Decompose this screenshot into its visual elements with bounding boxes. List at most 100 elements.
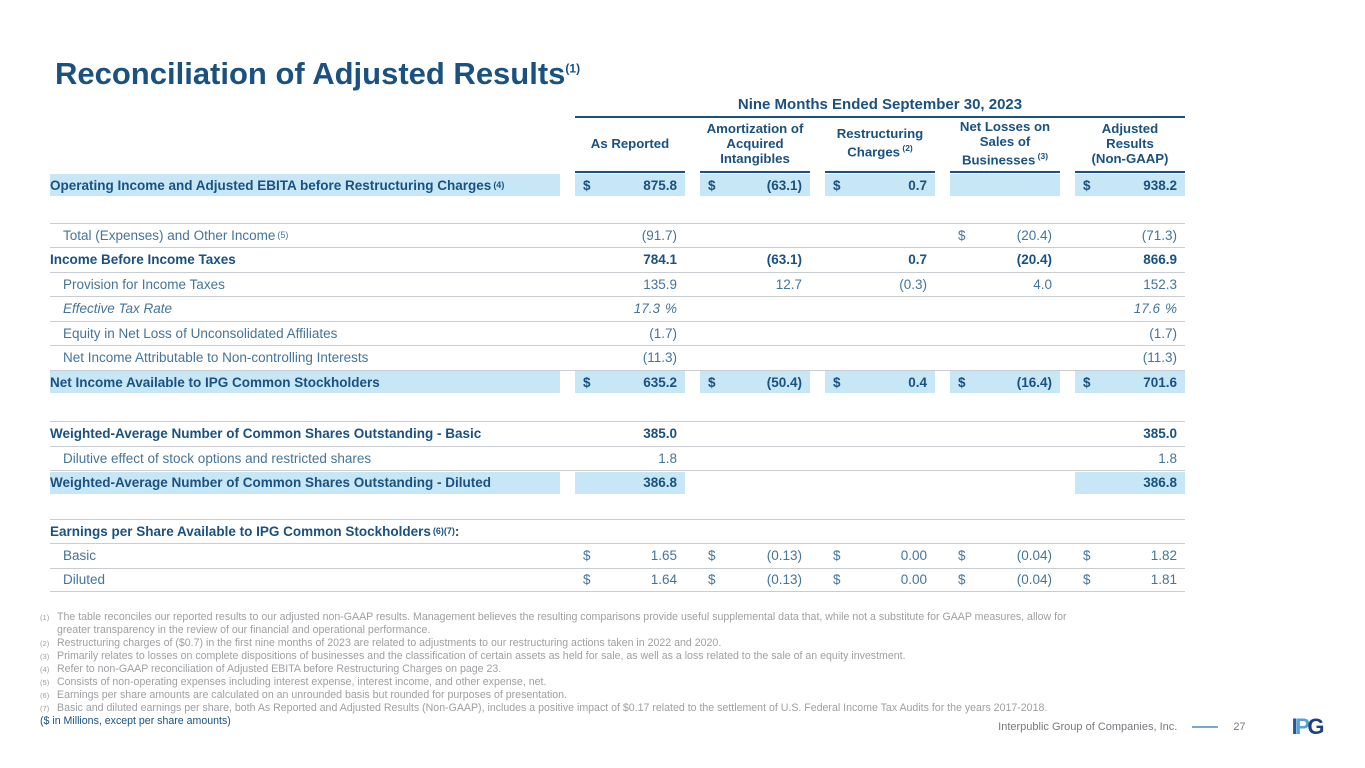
cell-value: 784.1 [643,252,677,268]
cell-value: 0.00 [900,572,927,588]
dollar-sign: $ [708,548,716,564]
logo-letter: I [1291,714,1298,739]
table-row: Total (Expenses) and Other Income (5) (91.… [50,222,1185,248]
cell-value: (16.4) [1016,374,1052,390]
dollar-sign: $ [833,548,841,564]
value-cell [950,447,1060,469]
value-cell: $ (0.13) [700,545,810,567]
table-row: Earnings per Share Available to IPG Comm… [50,518,1185,544]
cell-value: 938.2 [1143,177,1177,193]
dollar-sign: $ [1083,177,1091,193]
value-cell [825,347,935,369]
row-label: Effective Tax Rate [50,298,560,320]
value-cell: 152.3 [1075,273,1185,295]
footnote-text: Primarily relates to losses on complete … [57,650,906,662]
footnote-3: (3) Primarily relates to losses on comple… [40,650,1085,663]
dollar-sign: $ [833,374,841,390]
value-cell: (63.1) [700,249,810,271]
table-body: Operating Income and Adjusted EBITA befo… [50,173,1185,592]
value-cell [950,298,1060,320]
dollar-sign: $ [583,374,591,390]
value-cell: (11.3) [1075,347,1185,369]
value-cell: $ (20.4) [950,224,1060,246]
row-label: Basic [50,545,560,567]
row-label: Total (Expenses) and Other Income (5) [50,224,560,246]
table-row: Effective Tax Rate 17.3% 17.6% [50,296,1185,321]
row-label-superscript: (4) [493,180,505,191]
column-header-line: Restructuring [836,126,924,142]
value-cell: (71.3) [1075,224,1185,246]
value-cell: 0.7 [825,249,935,271]
value-cell [825,447,935,469]
cell-value: (71.3) [1141,227,1177,243]
table-section-gap [50,495,1185,519]
cell-value: 12.7 [775,276,802,292]
column-header-line: Businesses (3) [961,150,1049,168]
column-header-line: Acquired [726,135,784,151]
row-label-text: Dilutive effect of stock options and res… [63,450,372,466]
value-cell: 135.9 [575,273,685,295]
millions-note: ($ in Millions, except per share amounts… [40,715,231,727]
row-label: Net Income Available to IPG Common Stock… [50,371,560,394]
footnote-marker: (7) [40,704,50,713]
value-cell [700,322,810,344]
footnote-marker: (4) [40,665,50,674]
page-title-text: Reconciliation of Adjusted Results [55,56,566,91]
footnotes: (1) The table reconciles our reported res… [40,611,1085,728]
page-footer: Interpublic Group of Companies, Inc. 27 … [998,714,1324,739]
cell-value: (0.13) [766,548,802,564]
footnote-text: Restructuring charges of ($0.7) in the f… [57,637,722,649]
row-label: Net Income Attributable to Non-controlli… [50,347,560,369]
cell-value: (1.7) [1149,325,1177,341]
cell-value: (63.1) [766,252,802,268]
value-cell: 12.7 [700,273,810,295]
cell-value: 4.0 [1033,276,1052,292]
value-cell [950,322,1060,344]
row-label: Diluted [50,569,560,591]
cell-value: (63.1) [766,177,802,193]
value-cell: $ (50.4) [700,371,810,394]
row-label-text: Total (Expenses) and Other Income [63,227,276,243]
cell-value: 385.0 [643,426,677,442]
column-header-line: Amortization of [706,120,804,136]
row-label-superscript: (5) [277,230,289,241]
row-label-text: Income Before Income Taxes [50,252,236,268]
dollar-sign: $ [833,572,841,588]
value-cell [700,472,810,494]
value-cell [1075,520,1185,542]
value-cell: $0.7 [825,174,935,197]
cell-value: (20.4) [1016,227,1052,243]
dollar-sign: $ [958,227,966,243]
page-title: Reconciliation of Adjusted Results(1) [55,56,580,92]
cell-value: 635.2 [643,374,677,390]
value-cell [825,520,935,542]
cell-value: (0.3) [899,276,927,292]
footnote-2: (2) Restructuring charges of ($0.7) in th… [40,637,1085,650]
dollar-sign: $ [1083,548,1091,564]
column-header-5: Adjusted Results (Non-GAAP) [1075,118,1185,173]
column-header-line: Adjusted [1101,120,1159,136]
value-cell [700,224,810,246]
column-header-3: Restructuring Charges (2) [825,118,935,173]
title-superscript: (1) [565,61,581,76]
value-cell [825,472,935,494]
value-cell [575,520,685,542]
footnote-marker: (1) [40,613,50,622]
value-cell: $ (0.04) [950,569,1060,591]
row-label: Earnings per Share Available to IPG Comm… [50,520,560,542]
table-row: Weighted-Average Number of Common Shares… [50,421,1185,446]
page-number: 27 [1233,721,1246,733]
column-header-line: Charges (2) [847,143,913,160]
value-cell: 1.8 [575,447,685,469]
column-header-4: Net Losses on Sales of Businesses (3) [950,118,1060,173]
cell-value: 1.81 [1150,572,1177,588]
value-cell [825,224,935,246]
table-row: Equity in Net Loss of Unconsolidated Aff… [50,320,1185,346]
row-label-text: Weighted-Average Number of Common Shares… [50,475,492,491]
column-header-line: Net Losses on [959,118,1051,134]
cell-value: (11.3) [642,350,677,366]
table-row: Net Income Attributable to Non-controlli… [50,345,1185,370]
value-cell: 386.8 [575,471,685,494]
value-cell: 17.6% [1075,298,1185,320]
row-label-text: Net Income Attributable to Non-controlli… [63,350,369,366]
